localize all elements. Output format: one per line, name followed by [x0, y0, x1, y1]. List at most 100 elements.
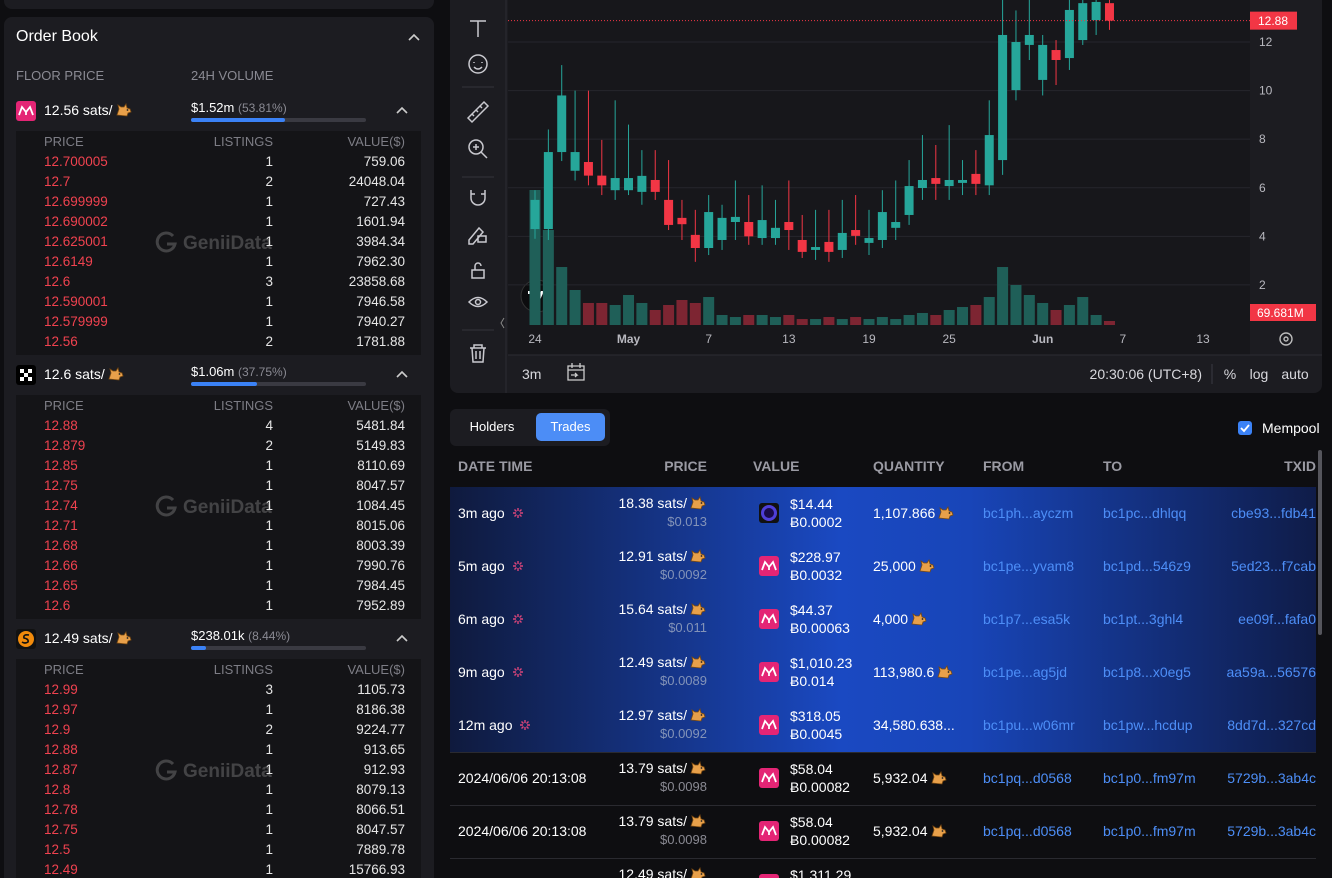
listing-price: 12.625001 [44, 234, 108, 249]
trade-from[interactable]: bc1p7...esa5k [983, 611, 1071, 627]
market-icon [16, 101, 36, 121]
trade-from[interactable]: bc1pq...d0568 [983, 770, 1072, 786]
lock-draw-tool[interactable] [468, 226, 487, 245]
trade-price-text: 12.91 sats/ [618, 548, 688, 564]
trade-to[interactable]: bc1p8...x0eg5 [1103, 664, 1191, 680]
candle-body [971, 173, 981, 184]
listing-price: 12.56 [44, 334, 78, 349]
listing-count: 2 [265, 722, 273, 737]
trade-to[interactable]: bc1p0...fm97m [1103, 770, 1196, 786]
volume-bar [582, 302, 594, 325]
trade-txid[interactable]: 5729b...3ab4c [1227, 823, 1316, 839]
table-header: PRICE [44, 398, 84, 413]
trade-price-text: 12.49 sats/ [618, 866, 688, 878]
magnet-tool[interactable] [470, 190, 486, 206]
token-icon [690, 602, 706, 616]
share-bar [191, 646, 206, 650]
candle-body [1011, 42, 1021, 91]
trade-from[interactable]: bc1pu...w06mr [983, 717, 1075, 733]
top-card [4, 0, 434, 9]
trade-txid[interactable]: cbe93...fdb41 [1231, 505, 1316, 521]
trade-price-usd: $0.0092 [660, 567, 707, 582]
trade-txid[interactable]: 5729b...3ab4c [1227, 770, 1316, 786]
trade-time: 2024/06/06 20:13:08 [458, 770, 586, 786]
listing-price: 12.97 [44, 702, 78, 717]
trade-txid[interactable]: ee09f...fafa0 [1238, 611, 1316, 627]
trade-to[interactable]: bc1pw...hcdup [1103, 717, 1193, 733]
mempool-label: Mempool [1262, 420, 1320, 436]
candle-body [557, 95, 567, 153]
price-tag-bg [1250, 11, 1297, 30]
listing-value: 8015.06 [356, 518, 405, 533]
trade-to[interactable]: bc1pd...546z9 [1103, 558, 1191, 574]
listing-table [16, 395, 421, 619]
collapse-arrow[interactable] [500, 317, 505, 329]
text-tool[interactable] [470, 20, 486, 37]
watermark-logo [155, 759, 177, 781]
candle-body [530, 199, 540, 230]
volume-bar [649, 310, 661, 325]
floor-price[interactable]: 12.49 sats/ [44, 630, 133, 646]
trade-to[interactable]: bc1pt...3ghl4 [1103, 611, 1184, 627]
plot-area [508, 0, 1250, 355]
listing-price: 12.590001 [44, 294, 108, 309]
tab[interactable]: Holders [469, 419, 515, 434]
trade-quantity-text: 34,580.638... [873, 717, 955, 733]
mempool-checkbox[interactable] [1238, 421, 1252, 435]
zoom-tool[interactable] [468, 139, 484, 155]
listing-value: 7962.30 [356, 254, 405, 269]
volume-bar [1103, 320, 1115, 325]
trade-quantity: 5,932.04 [873, 770, 948, 786]
trade-time-text: 2024/06/06 20:13:08 [458, 770, 587, 786]
listing-table [16, 131, 421, 355]
column-header: FLOOR PRICE [16, 68, 105, 83]
listing-value: 8110.69 [357, 458, 405, 473]
x-tick-label: 24 [528, 332, 542, 346]
trade-from[interactable]: bc1ph...ayczm [983, 505, 1074, 521]
trade-txid[interactable]: aa59a...56576 [1226, 664, 1316, 680]
date-range-icon[interactable] [567, 363, 585, 381]
trade-from[interactable]: bc1pq...d0568 [983, 823, 1072, 839]
listing-value: 1781.88 [356, 334, 405, 349]
listing-count: 1 [265, 458, 273, 473]
collapse-chevron [396, 634, 408, 642]
visibility-tool[interactable] [467, 296, 489, 308]
listing-count: 1 [265, 802, 273, 817]
trade-price-text: 13.79 sats/ [618, 813, 688, 829]
trade-to[interactable]: bc1pc...dhlqq [1103, 505, 1187, 521]
listing-price: 12.6 [44, 274, 71, 289]
volume-text: $1.06m [191, 364, 235, 379]
chart-settings[interactable] [1279, 332, 1293, 346]
ruler-tool[interactable] [466, 100, 490, 124]
trash-tool[interactable] [470, 344, 486, 363]
trade-row: 3m ago 18.38 sats/ $0.013 $14.44 Ƀ0.0002 1,10… [450, 487, 1316, 541]
table-header: PRICE [44, 134, 84, 149]
floor-price[interactable]: 12.6 sats/ [44, 366, 125, 382]
drawing-toolbar[interactable] [462, 20, 494, 363]
lock-tool[interactable] [471, 262, 485, 279]
candle-body [704, 212, 714, 249]
trade-from[interactable]: bc1pe...ag5jd [983, 664, 1068, 680]
trade-txid[interactable]: 8dd7d...327cd [1227, 717, 1316, 733]
trade-from[interactable]: bc1pe...yvam8 [983, 558, 1075, 574]
trade-price-usd: $0.011 [668, 620, 707, 635]
listing-count: 1 [265, 314, 273, 329]
trade-txid[interactable]: 5ed23...f7cab [1231, 558, 1316, 574]
trade-row: 12m ago 12.97 sats/ $0.0092 $318.05 Ƀ0.0045 3… [450, 699, 1316, 753]
candle-body [730, 216, 740, 223]
y-tick-label: 2 [1259, 278, 1266, 292]
listing-value: 24048.04 [348, 174, 405, 189]
candle-body [1104, 3, 1114, 21]
trade-to[interactable]: bc1p0...fm97m [1103, 823, 1196, 839]
candle-body [1064, 9, 1074, 59]
floor-price[interactable]: 12.56 sats/ [44, 102, 133, 118]
trade-value: $14.44 [790, 496, 833, 512]
emoji-tool[interactable] [468, 54, 488, 74]
candle-body [597, 175, 607, 186]
listing-table [16, 659, 421, 878]
listing-price: 12.71 [44, 518, 78, 533]
pending-icon [520, 720, 531, 730]
tab[interactable]: Trades [536, 413, 605, 441]
trade-quantity-text: 4,000 [873, 611, 909, 627]
market-icon [16, 365, 36, 385]
